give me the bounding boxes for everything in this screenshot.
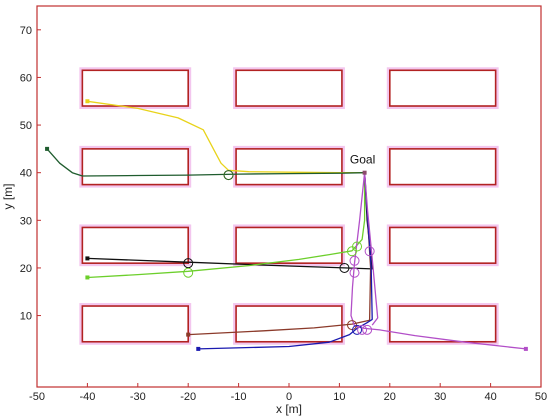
- waypoint-circle-6-1: [349, 267, 360, 278]
- start-marker-2: [85, 256, 90, 261]
- marker-layer: [45, 99, 528, 351]
- annotation-layer: Goal: [350, 153, 375, 167]
- obstacle-1: [235, 69, 343, 107]
- obstacle-3: [81, 148, 189, 186]
- waypoint-circle-3-0: [183, 267, 194, 278]
- obstacle-7: [235, 226, 343, 264]
- trajectory-line-1: [46, 148, 365, 177]
- x-tick-label: -10: [231, 391, 247, 403]
- trajectory-line-6: [350, 172, 526, 350]
- waypoint-circle-6-3: [357, 324, 368, 335]
- obstacle-9: [81, 305, 189, 343]
- start-marker-3: [85, 275, 90, 280]
- y-axis-label: y [m]: [1, 184, 15, 210]
- x-tick-label: 20: [384, 391, 396, 403]
- waypoint-circle-3-2: [352, 241, 363, 252]
- x-tick-label: 30: [434, 391, 446, 403]
- waypoint-circle-6-2: [364, 246, 375, 257]
- x-tick-label: 0: [286, 391, 292, 403]
- trajectory-line-0: [87, 100, 365, 174]
- waypoint-circle-4-0: [347, 320, 357, 331]
- waypoint-circle-6-4: [362, 324, 373, 335]
- y-tick-label: 60: [20, 72, 32, 84]
- x-tick-label: 40: [484, 391, 496, 403]
- waypoint-circle-1-0: [223, 170, 234, 181]
- x-axis-label: x [m]: [276, 402, 302, 416]
- obstacle-layer: [79, 67, 499, 345]
- annotation-0: Goal: [350, 153, 375, 167]
- start-marker-6: [523, 346, 528, 351]
- obstacle-8: [388, 226, 497, 264]
- obstacle-6: [81, 226, 189, 264]
- obstacle-5: [388, 148, 497, 186]
- goal-marker: [362, 170, 367, 175]
- obstacle-10: [235, 305, 343, 343]
- obstacle-2: [388, 69, 497, 107]
- y-tick-label: 40: [20, 168, 32, 180]
- x-tick-label: -20: [180, 391, 196, 403]
- trajectory-line-3: [87, 172, 366, 279]
- x-tick-layer: -50 -40 -30 -20 -10 0 10 20 30 40 50: [29, 383, 547, 403]
- x-tick-label: -30: [130, 391, 146, 403]
- x-tick-label: -50: [29, 391, 45, 403]
- waypoint-circle-2-1: [339, 262, 350, 273]
- waypoint-circle-6-0: [349, 255, 360, 266]
- start-marker-5: [196, 346, 201, 351]
- start-marker-1: [45, 146, 50, 151]
- obstacle-0: [81, 69, 189, 107]
- start-marker-4: [186, 332, 191, 337]
- waypoint-circle-2-0: [183, 258, 194, 269]
- y-tick-label: 50: [20, 120, 32, 132]
- y-tick-layer: 10 20 30 40 50 60 70: [20, 25, 41, 323]
- x-tick-label: 50: [535, 391, 547, 403]
- y-tick-label: 20: [20, 263, 32, 275]
- obstacle-11: [388, 305, 497, 343]
- x-tick-label: 10: [333, 391, 345, 403]
- y-tick-label: 10: [20, 311, 32, 323]
- y-tick-label: 70: [20, 25, 32, 37]
- obstacle-4: [235, 148, 343, 186]
- start-marker-0: [85, 99, 90, 104]
- x-tick-label: -40: [79, 391, 95, 403]
- waypoint-circle-5-0: [352, 324, 363, 335]
- y-tick-label: 30: [20, 215, 32, 227]
